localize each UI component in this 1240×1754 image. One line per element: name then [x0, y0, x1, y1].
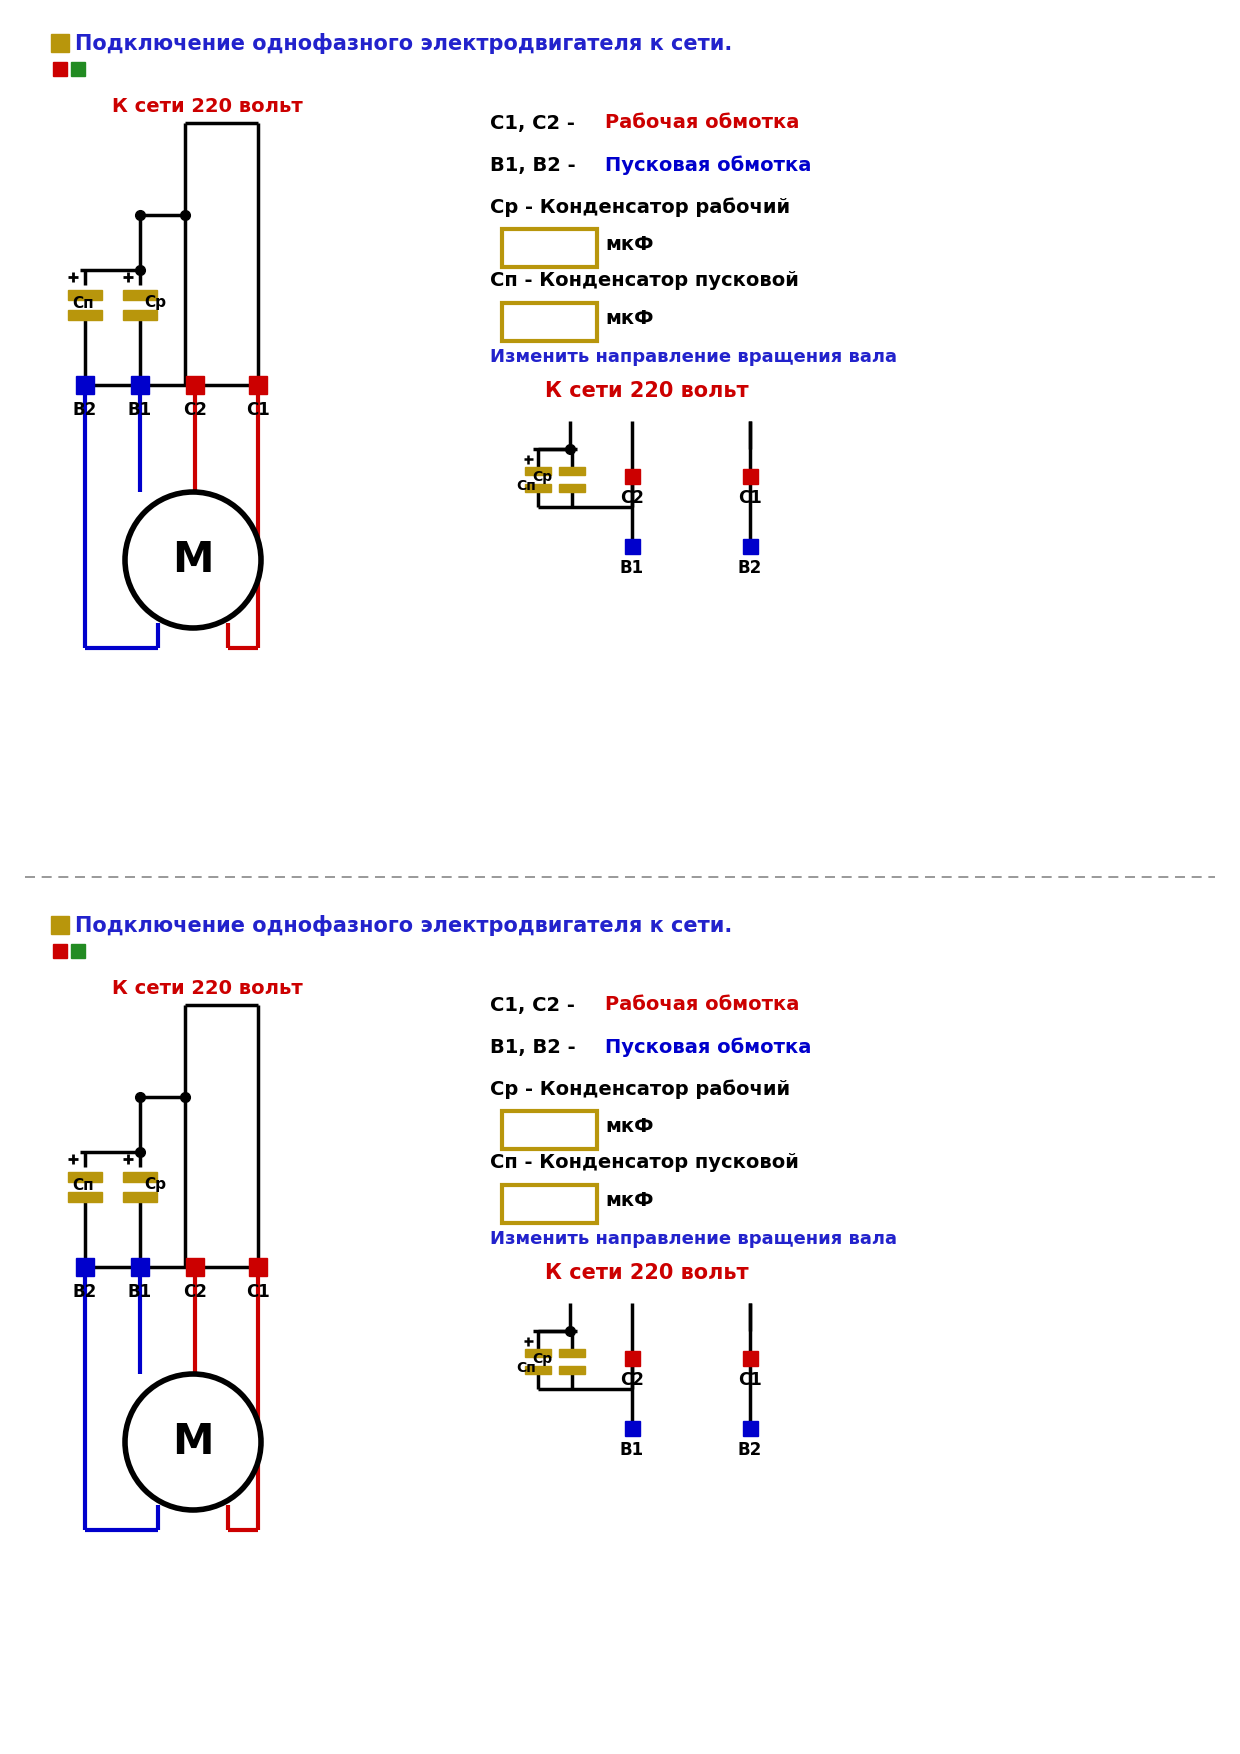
Bar	[743, 1351, 758, 1366]
Text: C2: C2	[620, 489, 644, 507]
Bar	[53, 944, 67, 958]
Text: Ср: Ср	[532, 470, 552, 484]
Text: Ср - Конденсатор рабочий: Ср - Конденсатор рабочий	[490, 196, 790, 217]
Text: Пусковая обмотка: Пусковая обмотка	[605, 1037, 811, 1056]
Text: М: М	[172, 1421, 213, 1463]
Text: С1, С2 -: С1, С2 -	[490, 996, 582, 1014]
Circle shape	[125, 493, 260, 628]
Text: мкФ: мкФ	[605, 1191, 653, 1210]
Text: B1: B1	[620, 560, 644, 577]
Bar	[71, 61, 86, 75]
Text: Рабочая обмотка: Рабочая обмотка	[605, 996, 800, 1014]
Bar	[186, 1258, 205, 1275]
Bar	[525, 1349, 551, 1358]
Text: мкФ: мкФ	[605, 309, 653, 328]
Text: B1: B1	[128, 402, 153, 419]
Text: К сети 220 вольт: К сети 220 вольт	[112, 979, 303, 998]
Text: Пусковая обмотка: Пусковая обмотка	[605, 154, 811, 175]
Bar	[51, 33, 69, 53]
Text: К сети 220 вольт: К сети 220 вольт	[546, 381, 749, 402]
Text: Сп: Сп	[516, 1361, 536, 1375]
Bar	[123, 1172, 157, 1182]
Bar	[53, 61, 67, 75]
Text: В1, В2 -: В1, В2 -	[490, 1038, 583, 1056]
Bar	[186, 375, 205, 395]
Text: Изменить направление вращения вала: Изменить направление вращения вала	[490, 1230, 897, 1249]
Text: C2: C2	[184, 1282, 207, 1301]
Bar	[743, 538, 758, 554]
Text: М: М	[172, 538, 213, 581]
Bar	[559, 1366, 585, 1373]
Bar	[525, 1366, 551, 1373]
Text: B2: B2	[738, 1442, 763, 1459]
Bar	[68, 310, 102, 319]
Text: B2: B2	[73, 402, 97, 419]
Bar	[68, 1193, 102, 1201]
Text: К сети 220 вольт: К сети 220 вольт	[546, 1263, 749, 1282]
Text: Изменить направление вращения вала: Изменить направление вращения вала	[490, 347, 897, 367]
Bar	[123, 310, 157, 319]
Bar	[51, 916, 69, 933]
Bar	[525, 484, 551, 493]
Bar	[625, 1421, 640, 1435]
Text: Ср - Конденсатор рабочий: Ср - Конденсатор рабочий	[490, 1079, 790, 1098]
Text: Ср: Ср	[532, 1352, 552, 1366]
Bar	[743, 468, 758, 484]
Bar	[131, 375, 149, 395]
Bar	[625, 1351, 640, 1366]
Bar	[559, 484, 585, 493]
Bar	[123, 1193, 157, 1201]
Bar	[249, 1258, 267, 1275]
Text: Сп: Сп	[72, 295, 94, 310]
Bar	[559, 467, 585, 475]
Bar	[249, 375, 267, 395]
Bar	[131, 1258, 149, 1275]
Text: мкФ: мкФ	[605, 1117, 653, 1137]
Text: C1: C1	[738, 1372, 761, 1389]
Text: Сп - Конденсатор пусковой: Сп - Конденсатор пусковой	[490, 272, 799, 291]
Text: B2: B2	[73, 1282, 97, 1301]
Bar	[625, 538, 640, 554]
Bar	[123, 289, 157, 300]
Bar	[525, 467, 551, 475]
Text: С1, С2 -: С1, С2 -	[490, 114, 582, 133]
Bar	[502, 1110, 596, 1149]
Bar	[502, 230, 596, 267]
Bar	[559, 1349, 585, 1358]
Text: B1: B1	[620, 1442, 644, 1459]
Text: Сп: Сп	[72, 1177, 94, 1193]
Bar	[76, 375, 94, 395]
Text: Сп: Сп	[516, 479, 536, 493]
Text: B2: B2	[738, 560, 763, 577]
Text: Подключение однофазного электродвигателя к сети.: Подключение однофазного электродвигателя…	[74, 33, 733, 54]
Bar	[502, 1186, 596, 1223]
Bar	[68, 289, 102, 300]
Text: Ср: Ср	[144, 1177, 166, 1193]
Bar	[625, 468, 640, 484]
Bar	[68, 1172, 102, 1182]
Text: Рабочая обмотка: Рабочая обмотка	[605, 114, 800, 133]
Text: C2: C2	[620, 1372, 644, 1389]
Text: К сети 220 вольт: К сети 220 вольт	[112, 98, 303, 116]
Text: мкФ: мкФ	[605, 235, 653, 254]
Bar	[76, 1258, 94, 1275]
Text: C1: C1	[738, 489, 761, 507]
Bar	[502, 303, 596, 340]
Text: Подключение однофазного электродвигателя к сети.: Подключение однофазного электродвигателя…	[74, 914, 733, 935]
Text: B1: B1	[128, 1282, 153, 1301]
Text: Сп - Конденсатор пусковой: Сп - Конденсатор пусковой	[490, 1154, 799, 1172]
Bar	[71, 944, 86, 958]
Text: В1, В2 -: В1, В2 -	[490, 156, 583, 174]
Circle shape	[125, 1373, 260, 1510]
Bar	[743, 1421, 758, 1435]
Text: C2: C2	[184, 402, 207, 419]
Text: Ср: Ср	[144, 295, 166, 310]
Text: C1: C1	[246, 402, 270, 419]
Text: C1: C1	[246, 1282, 270, 1301]
